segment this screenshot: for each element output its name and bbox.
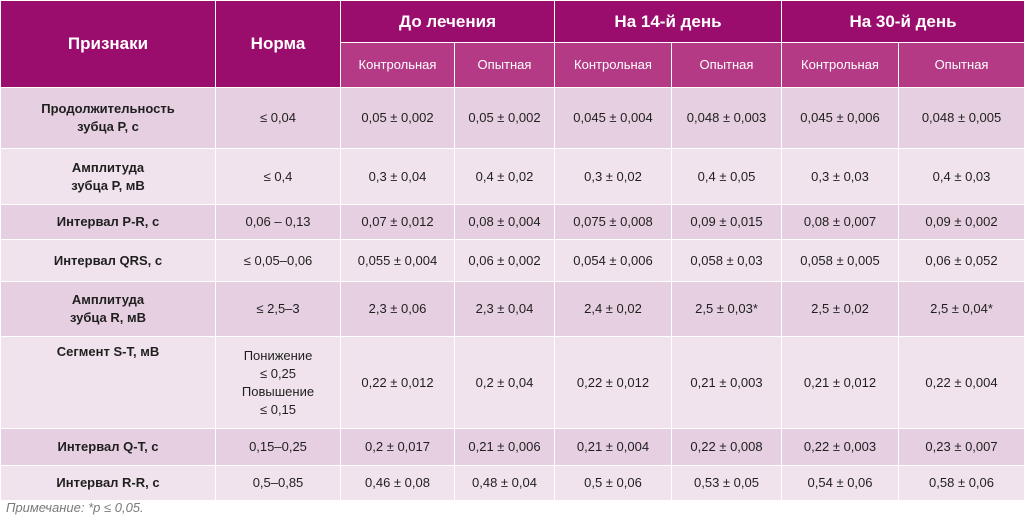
table-row: Интервал P-R, с 0,06 – 0,13 0,07 ± 0,012…: [0, 204, 1024, 240]
value-cell: 0,05 ± 0,002: [340, 87, 455, 149]
value-cell: 2,3 ± 0,06: [340, 281, 455, 337]
value-cell: 0,08 ± 0,007: [781, 204, 900, 240]
header-norm: Норма: [215, 0, 341, 88]
value-cell: 0,58 ± 0,06: [898, 465, 1024, 501]
value-cell: 0,045 ± 0,006: [781, 87, 900, 149]
value-cell: 0,21 ± 0,004: [554, 428, 672, 466]
value-cell: 0,22 ± 0,004: [898, 336, 1024, 429]
feature-line: зубца P, с: [77, 119, 139, 134]
value-cell: 0,048 ± 0,003: [670, 87, 783, 149]
value-cell: 0,06 ± 0,002: [454, 239, 555, 282]
norm-cell: ≤ 2,5–3: [215, 281, 341, 337]
feature-line: Продолжительность: [41, 101, 175, 116]
header-row-groups: Признаки Норма До лечения На 14-й день Н…: [0, 0, 1024, 88]
value-cell: 0,3 ± 0,03: [781, 148, 900, 205]
header-row-subgroups: Контрольная Опытная Контрольная Опытная …: [1, 42, 1024, 88]
value-cell: 2,4 ± 0,02: [554, 281, 672, 337]
header-experimental: Опытная: [670, 42, 783, 88]
norm-line: Повышение: [241, 383, 315, 399]
value-cell: 0,2 ± 0,017: [340, 428, 455, 466]
norm-cell: ≤ 0,04: [215, 87, 341, 149]
value-cell: 0,23 ± 0,007: [898, 428, 1024, 466]
value-cell: 0,48 ± 0,04: [454, 465, 555, 501]
norm-cell: 0,06 – 0,13: [215, 204, 341, 240]
value-cell: 0,3 ± 0,02: [554, 148, 672, 205]
value-cell: 0,06 ± 0,052: [898, 239, 1024, 282]
value-cell: 0,4 ± 0,02: [454, 148, 555, 205]
table-row: Сегмент S-T, мВ Понижение ≤ 0,25 Повышение…: [0, 336, 1024, 429]
header-group-day30: На 30-й день: [781, 0, 1024, 43]
norm-cell: 0,15–0,25: [215, 428, 341, 466]
value-cell: 0,075 ± 0,008: [554, 204, 672, 240]
norm-cell: 0,5–0,85: [215, 465, 341, 501]
header-control: Контрольная: [340, 42, 455, 88]
norm-cell: ≤ 0,4: [215, 148, 341, 205]
value-cell: 0,54 ± 0,06: [781, 465, 900, 501]
table-row: Интервал Q-T, с 0,15–0,25 0,2 ± 0,017 0,…: [0, 428, 1024, 466]
feature-cell: Интервал QRS, с: [0, 239, 216, 282]
feature-line: зубца P, мВ: [71, 177, 145, 193]
value-cell: 0,054 ± 0,006: [554, 239, 672, 282]
header-group-day14: На 14-й день: [553, 0, 783, 43]
value-cell: 0,07 ± 0,012: [340, 204, 455, 240]
header-group-before: До лечения: [340, 0, 555, 43]
value-cell: 0,5 ± 0,06: [554, 465, 672, 501]
feature-cell: Интервал R-R, с: [0, 465, 216, 501]
value-cell: 0,048 ± 0,005: [898, 87, 1024, 149]
header-experimental: Опытная: [454, 42, 555, 88]
norm-line: Понижение: [243, 347, 313, 363]
table-row: Интервал R-R, с 0,5–0,85 0,46 ± 0,08 0,4…: [0, 465, 1024, 501]
value-cell: 0,22 ± 0,012: [554, 336, 672, 429]
feature-line: зубца R, мВ: [69, 310, 146, 325]
value-cell: 0,22 ± 0,012: [340, 336, 455, 429]
value-cell: 0,058 ± 0,005: [781, 239, 900, 282]
feature-cell: Амплитуда зубца P, мВ: [0, 148, 216, 205]
table-row: Продолжительность зубца P, с ≤ 0,04 0,05 …: [0, 87, 1024, 149]
value-cell: 0,22 ± 0,003: [781, 428, 900, 466]
header-experimental: Опытная: [898, 42, 1024, 88]
value-cell: 0,4 ± 0,03: [898, 148, 1024, 205]
feature-line: Амплитуда: [71, 159, 145, 175]
ecg-results-table: Признаки Норма До лечения На 14-й день Н…: [0, 0, 1024, 501]
value-cell: 2,5 ± 0,04*: [898, 281, 1024, 337]
value-cell: 0,08 ± 0,004: [454, 204, 555, 240]
header-control: Контрольная: [781, 42, 900, 88]
value-cell: 0,2 ± 0,04: [454, 336, 555, 429]
feature-cell: Продолжительность зубца P, с: [0, 87, 216, 149]
value-cell: 0,045 ± 0,004: [554, 87, 672, 149]
value-cell: 2,5 ± 0,02: [781, 281, 900, 337]
table-row: Амплитуда зубца P, мВ ≤ 0,4 0,3 ± 0,04 0,…: [0, 148, 1024, 205]
value-cell: 0,09 ± 0,015: [670, 204, 783, 240]
norm-cell: Понижение ≤ 0,25 Повышение ≤ 0,15: [215, 336, 341, 429]
value-cell: 0,53 ± 0,05: [670, 465, 783, 501]
norm-line: ≤ 0,25: [259, 365, 297, 381]
feature-line: Амплитуда: [71, 292, 145, 307]
value-cell: 0,46 ± 0,08: [340, 465, 455, 501]
value-cell: 2,5 ± 0,03*: [670, 281, 783, 337]
value-cell: 2,3 ± 0,04: [454, 281, 555, 337]
value-cell: 0,22 ± 0,008: [670, 428, 783, 466]
header-control: Контрольная: [554, 42, 672, 88]
feature-cell: Интервал Q-T, с: [0, 428, 216, 466]
feature-cell: Сегмент S-T, мВ: [0, 336, 216, 429]
value-cell: 0,05 ± 0,002: [454, 87, 555, 149]
table-footnote: Примечание: *р ≤ 0,05.: [6, 500, 144, 515]
value-cell: 0,055 ± 0,004: [340, 239, 455, 282]
header-feature: Признаки: [0, 0, 216, 88]
value-cell: 0,09 ± 0,002: [898, 204, 1024, 240]
table-row: Амплитуда зубца R, мВ ≤ 2,5–3 2,3 ± 0,06 …: [0, 281, 1024, 337]
value-cell: 0,4 ± 0,05: [670, 148, 783, 205]
value-cell: 0,058 ± 0,03: [670, 239, 783, 282]
feature-cell: Амплитуда зубца R, мВ: [0, 281, 216, 337]
table-row: Интервал QRS, с ≤ 0,05–0,06 0,055 ± 0,00…: [0, 239, 1024, 282]
value-cell: 0,21 ± 0,006: [454, 428, 555, 466]
value-cell: 0,21 ± 0,012: [781, 336, 900, 429]
feature-cell: Интервал P-R, с: [0, 204, 216, 240]
norm-line: ≤ 0,15: [259, 401, 297, 417]
value-cell: 0,21 ± 0,003: [670, 336, 783, 429]
norm-cell: ≤ 0,05–0,06: [215, 239, 341, 282]
value-cell: 0,3 ± 0,04: [340, 148, 455, 205]
